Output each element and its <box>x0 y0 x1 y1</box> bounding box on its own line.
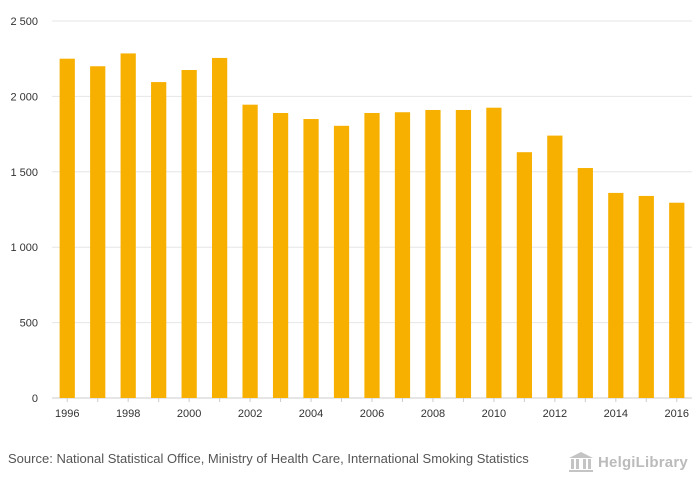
bar-2015 <box>638 195 654 398</box>
bar-2016 <box>669 202 685 398</box>
bar-2011 <box>516 152 532 398</box>
y-tick-label: 500 <box>20 318 38 330</box>
bar-2007 <box>394 112 411 398</box>
bar-1996 <box>59 58 75 398</box>
y-tick-label: 0 <box>32 393 38 405</box>
y-tick-label: 2 500 <box>10 16 38 28</box>
bar-2014 <box>608 192 624 398</box>
library-building-icon <box>569 452 593 472</box>
x-tick-label: 2012 <box>543 408 567 420</box>
x-tick-label: 1996 <box>55 408 79 420</box>
x-tick-label: 2006 <box>360 408 384 420</box>
bar-2009 <box>455 109 472 399</box>
x-tick-label: 2010 <box>482 408 506 420</box>
bar-2001 <box>212 57 228 399</box>
bar-2010 <box>486 107 502 399</box>
bar-2004 <box>303 119 319 399</box>
x-tick-label: 2002 <box>238 408 262 420</box>
source-note: Source: National Statistical Office, Min… <box>8 450 568 467</box>
bar-2013 <box>577 168 593 398</box>
x-axis: 1996 1998 2000 2002 2004 2006 2008 2010 2012 2014… <box>55 398 689 420</box>
bar-2012 <box>547 135 563 398</box>
x-tick-label: 2004 <box>299 408 323 420</box>
bar-1999 <box>151 82 167 398</box>
chart-footer: Source: National Statistical Office, Min… <box>0 440 700 500</box>
source-label: Source: <box>8 451 53 466</box>
bar-chart: 0 500 1 000 1 500 2 000 2 500 1996 1998 2000 200… <box>10 16 692 420</box>
helgi-library-logo: HelgiLibrary <box>568 450 688 474</box>
bar-2003 <box>272 112 289 398</box>
source-text: National Statistical Office, Ministry of… <box>56 451 529 466</box>
bar-1997 <box>90 66 106 399</box>
x-tick-label: 1998 <box>116 408 140 420</box>
x-tick-label: 2016 <box>665 408 689 420</box>
bar-2005 <box>333 125 350 398</box>
bar-1998 <box>120 53 136 399</box>
y-tick-label: 1 500 <box>10 167 38 179</box>
y-tick-label: 2 000 <box>10 91 38 103</box>
x-tick-label: 2014 <box>604 408 628 420</box>
bar-2006 <box>364 112 380 398</box>
bar-2008 <box>425 109 441 399</box>
bar-2000 <box>181 70 197 398</box>
y-tick-label: 1 000 <box>10 242 38 254</box>
y-axis: 0 500 1 000 1 500 2 000 2 500 <box>10 16 38 405</box>
x-tick-label: 2008 <box>421 408 445 420</box>
x-tick-label: 2000 <box>177 408 201 420</box>
logo-text: HelgiLibrary <box>598 453 688 471</box>
bars <box>59 53 685 399</box>
bar-2002 <box>242 104 258 398</box>
